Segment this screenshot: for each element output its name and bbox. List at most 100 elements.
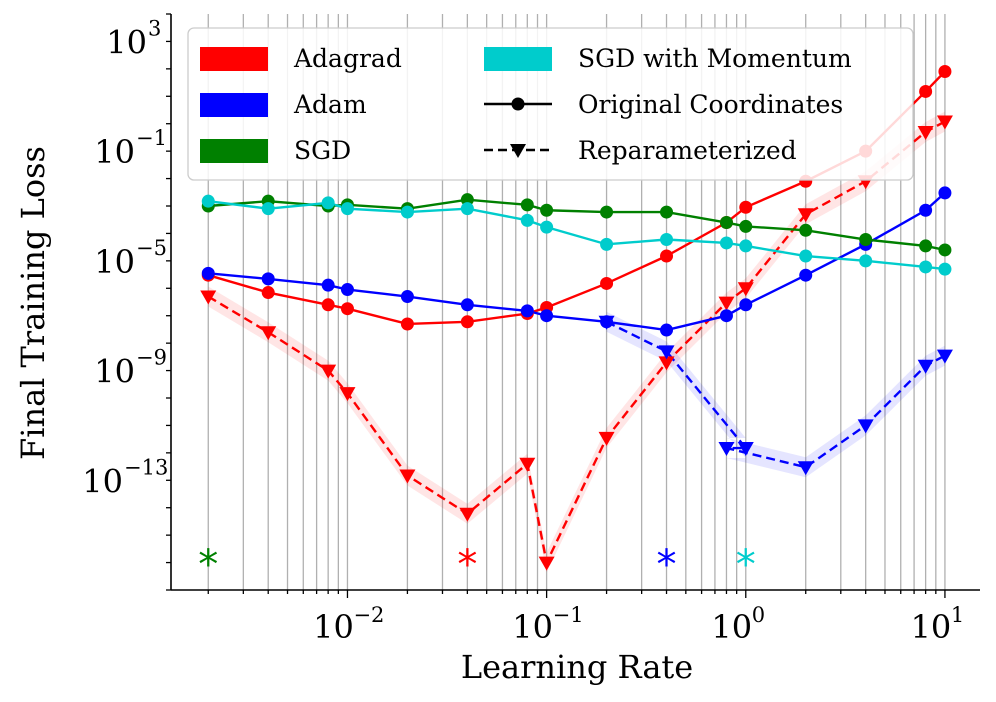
x-tick-exponent: −1: [553, 603, 584, 627]
data-point: [600, 237, 614, 251]
best-lr-star-marker: *: [657, 542, 677, 588]
y-tick-exponent: 3: [148, 16, 161, 40]
data-point: [919, 239, 933, 253]
y-axis-label: Final Training Loss: [14, 146, 52, 460]
series-band: [208, 111, 945, 573]
data-point: [938, 262, 952, 276]
data-point: [938, 65, 952, 79]
data-point: [340, 202, 354, 216]
data-point: [936, 349, 953, 364]
data-point: [399, 469, 416, 484]
data-point: [797, 461, 814, 476]
y-tick-label: 10: [94, 353, 135, 391]
data-point: [739, 219, 753, 233]
legend-swatch: [200, 139, 268, 163]
series-markers: [200, 65, 953, 571]
data-point: [799, 249, 813, 263]
data-point: [660, 249, 674, 263]
data-point: [660, 233, 674, 247]
x-tick-label: 10: [512, 608, 553, 646]
axes: [166, 13, 980, 598]
data-point: [739, 298, 753, 312]
x-tick-label: 10: [313, 608, 354, 646]
data-point: [797, 208, 814, 223]
y-tick-label: 10: [94, 133, 135, 171]
data-point: [719, 216, 733, 230]
y-tick-exponent: −5: [136, 236, 167, 260]
series-lines: [207, 70, 946, 567]
data-point: [520, 213, 534, 227]
legend-label: Adam: [293, 90, 367, 119]
data-point: [917, 125, 934, 140]
data-point: [718, 296, 735, 311]
data-point: [737, 282, 754, 297]
data-point: [919, 84, 933, 98]
legend-label: SGD with Momentum: [578, 44, 852, 73]
data-point: [859, 233, 873, 247]
data-point: [520, 198, 534, 212]
y-tick-exponent: −13: [124, 455, 168, 479]
data-point: [917, 359, 934, 374]
data-point: [400, 205, 414, 219]
data-point: [519, 457, 536, 472]
series-band: [606, 311, 945, 478]
data-point: [340, 302, 354, 316]
data-point: [739, 200, 753, 214]
x-tick-label: 10: [711, 608, 752, 646]
data-point: [540, 309, 554, 323]
data-point: [321, 196, 335, 210]
data-point: [459, 507, 476, 522]
y-tick-label: 10: [82, 462, 123, 500]
legend-swatch: [200, 93, 268, 117]
series-line: [208, 199, 946, 271]
data-point: [400, 317, 414, 331]
data-point: [261, 286, 275, 300]
legend-label: Adagrad: [293, 44, 402, 73]
data-point: [321, 298, 335, 312]
series-line: [208, 192, 946, 332]
data-point: [261, 202, 275, 216]
legend-marker-sample: [510, 144, 526, 158]
data-point: [938, 186, 952, 200]
data-point: [540, 220, 554, 234]
data-point: [658, 345, 675, 360]
x-axis-label: Learning Rate: [461, 648, 693, 686]
data-point: [540, 203, 554, 217]
data-point: [201, 194, 215, 208]
legend-swatch: [200, 47, 268, 71]
series-line: [207, 120, 946, 567]
data-point: [339, 387, 356, 402]
data-point: [320, 364, 337, 379]
data-point: [598, 315, 615, 330]
data-point: [200, 290, 217, 305]
legend: Adagrad Adam SGD SGD with Momentum Original …: [187, 27, 914, 181]
data-point: [719, 309, 733, 323]
error-bands: [208, 111, 945, 573]
data-point: [600, 205, 614, 219]
best-lr-star-marker: *: [736, 542, 756, 588]
y-tick-label: 10: [106, 23, 147, 61]
legend-label: SGD: [294, 136, 351, 165]
data-point: [658, 356, 675, 371]
data-point: [600, 276, 614, 290]
data-point: [260, 326, 277, 341]
series-line: [606, 320, 946, 469]
data-point: [719, 236, 733, 250]
data-point: [660, 323, 674, 337]
x-tick-labels: 10 −2 10 −1 10 0 10 1: [313, 603, 964, 646]
legend-swatch: [484, 47, 552, 71]
data-point: [718, 442, 735, 457]
data-point: [598, 431, 615, 446]
data-point: [460, 193, 474, 207]
data-point: [460, 315, 474, 329]
data-point: [737, 442, 754, 457]
x-tick-label: 10: [911, 608, 952, 646]
data-point: [460, 202, 474, 216]
x-tick-exponent: 1: [951, 603, 964, 627]
y-tick-exponent: −9: [136, 346, 167, 370]
x-tick-exponent: −2: [353, 603, 384, 627]
data-point: [799, 268, 813, 282]
legend-marker-sample: [511, 97, 525, 111]
